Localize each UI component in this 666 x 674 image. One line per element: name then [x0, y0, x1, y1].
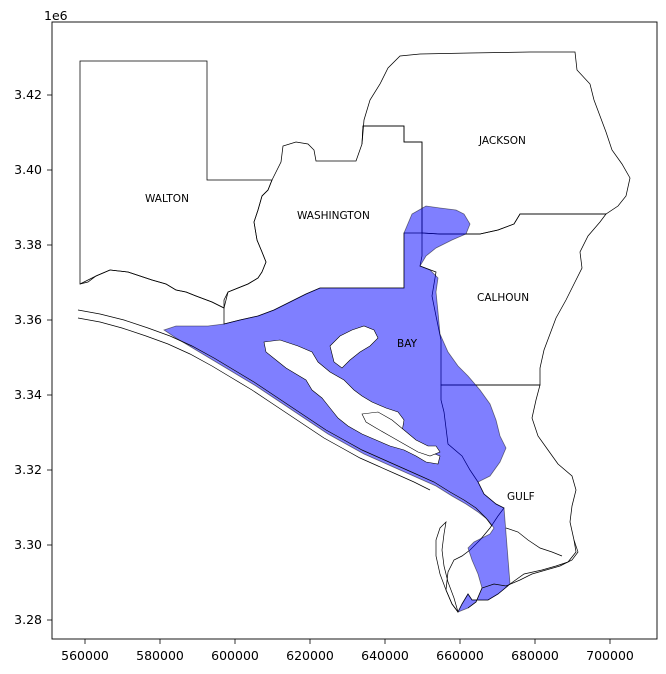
- east-bay-water: [361, 411, 441, 457]
- x-tick-label: 620000: [286, 648, 334, 663]
- county-label-bay: BAY: [397, 338, 418, 350]
- choctawhatchee-bay-shore: [79, 269, 225, 309]
- gulf-coast-east: [467, 539, 579, 609]
- x-axis: 560000 580000 600000 620000 640000 66000…: [61, 639, 634, 663]
- x-tick-label: 660000: [436, 648, 484, 663]
- x-tick-label: 600000: [211, 648, 259, 663]
- y-tick-label: 3.28: [14, 612, 42, 627]
- y-offset-label: 1e6: [44, 8, 68, 23]
- axes-frame: [51, 21, 658, 640]
- y-tick-label: 3.38: [14, 237, 42, 252]
- county-label-gulf: GULF: [507, 491, 535, 503]
- y-tick-label: 3.32: [14, 462, 42, 477]
- county-label-walton: WALTON: [145, 193, 189, 205]
- y-tick-label: 3.42: [14, 87, 42, 102]
- y-tick-label: 3.34: [14, 387, 42, 402]
- county-label-calhoun: CALHOUN: [477, 292, 529, 304]
- y-tick-label: 3.30: [14, 537, 42, 552]
- y-tick-label: 3.36: [14, 312, 42, 327]
- cape-san-blas: [435, 520, 459, 613]
- x-tick-label: 580000: [136, 648, 184, 663]
- county-label-jackson: JACKSON: [478, 135, 526, 147]
- x-tick-label: 560000: [61, 648, 109, 663]
- shoreline-upper: [77, 317, 431, 491]
- x-tick-label: 680000: [511, 648, 559, 663]
- y-tick-label: 3.40: [14, 162, 42, 177]
- x-tick-label: 700000: [586, 648, 634, 663]
- x-tick-label: 640000: [361, 648, 409, 663]
- gulf-coastline: [77, 309, 493, 527]
- y-axis: 3.28 3.30 3.32 3.34 3.36 3.38 3.40 3.42: [14, 87, 52, 627]
- north-bay-water: [329, 325, 379, 369]
- county-label-washington: WASHINGTON: [297, 210, 370, 222]
- lake-wimico-shore: [505, 527, 563, 557]
- county-walton-outline: [79, 60, 273, 309]
